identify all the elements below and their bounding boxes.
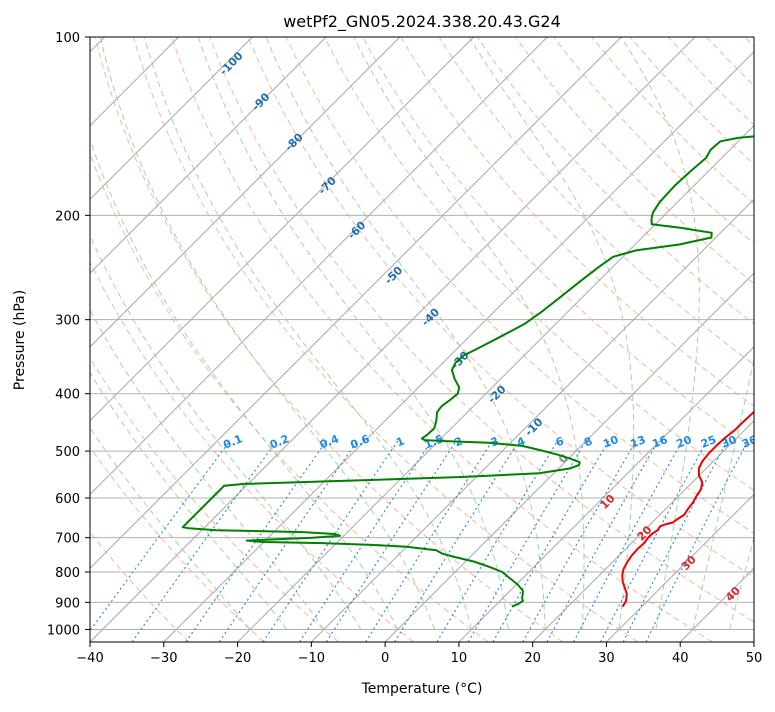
y-tick-label: 700 [55, 532, 80, 547]
x-tick-label: 50 [746, 651, 763, 666]
x-tick-label: −10 [298, 651, 325, 666]
y-axis-label: Pressure (hPa) [12, 290, 28, 390]
x-tick-label: 30 [598, 651, 615, 666]
x-axis-label: Temperature (°C) [361, 681, 483, 697]
y-tick-label: 200 [55, 209, 80, 224]
y-tick-label: 800 [55, 566, 80, 581]
y-tick-label: 500 [55, 445, 80, 460]
x-tick-label: −20 [224, 651, 251, 666]
x-tick-label: −30 [150, 651, 177, 666]
x-tick-label: 10 [451, 651, 468, 666]
y-tick-label: 1000 [47, 623, 80, 638]
x-tick-label: 20 [524, 651, 541, 666]
y-tick-label: 400 [55, 388, 80, 403]
y-tick-label: 600 [55, 492, 80, 507]
y-tick-label: 100 [55, 31, 80, 46]
x-tick-label: −40 [76, 651, 103, 666]
y-tick-label: 900 [55, 596, 80, 611]
y-tick-label: 300 [55, 314, 80, 329]
chart-title: wetPf2_GN05.2024.338.20.43.G24 [283, 12, 561, 32]
x-tick-label: 40 [672, 651, 689, 666]
x-tick-label: 0 [381, 651, 389, 666]
